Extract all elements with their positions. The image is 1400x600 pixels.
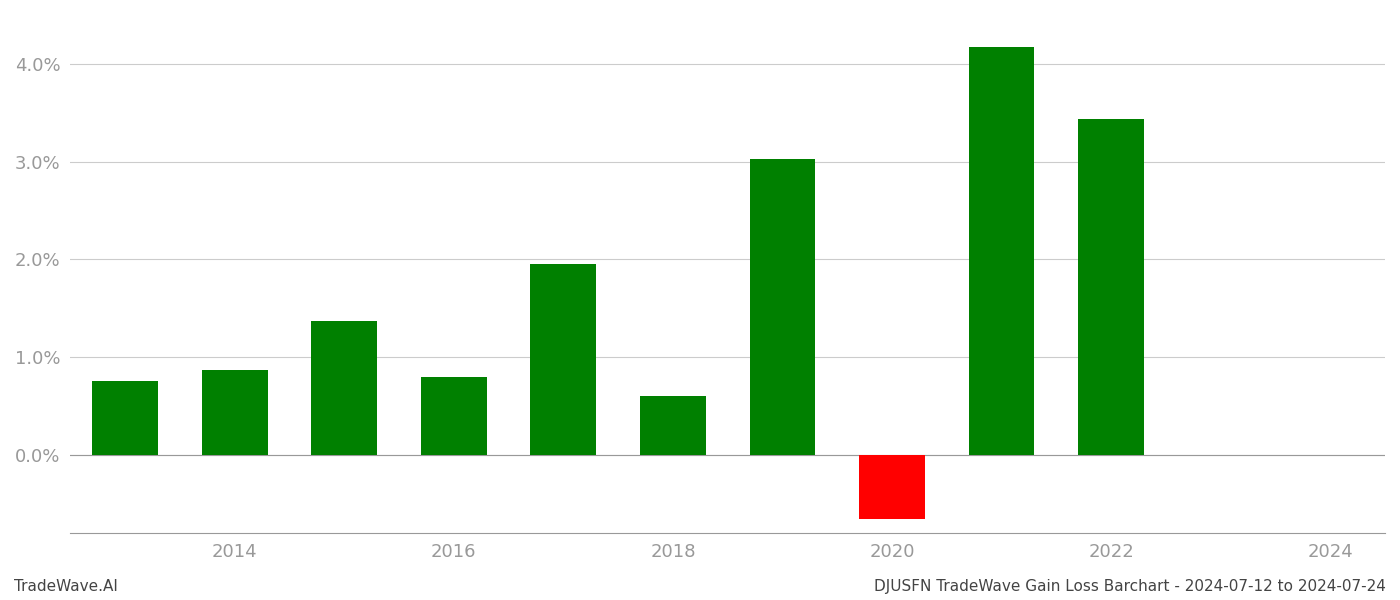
Bar <box>1078 119 1144 455</box>
Text: DJUSFN TradeWave Gain Loss Barchart - 2024-07-12 to 2024-07-24: DJUSFN TradeWave Gain Loss Barchart - 20… <box>874 579 1386 594</box>
Bar <box>749 159 815 455</box>
Bar <box>311 321 377 455</box>
Bar <box>860 455 925 518</box>
Bar <box>421 377 487 455</box>
Bar <box>531 265 596 455</box>
Bar <box>969 47 1035 455</box>
Bar <box>202 370 267 455</box>
Bar <box>640 397 706 455</box>
Text: TradeWave.AI: TradeWave.AI <box>14 579 118 594</box>
Bar <box>92 381 158 455</box>
